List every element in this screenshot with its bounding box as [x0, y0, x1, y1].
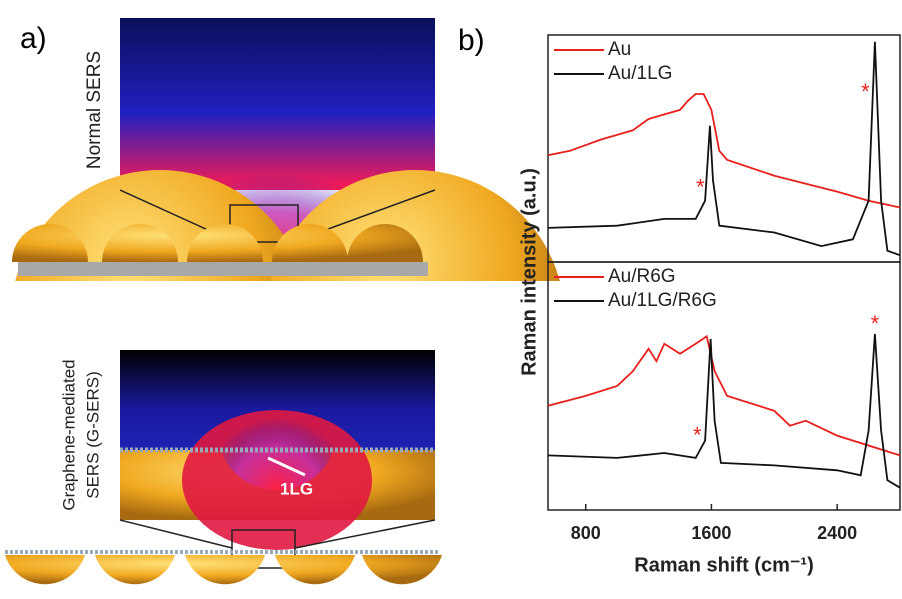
particles-row: [5, 555, 442, 585]
annotation: *: [861, 79, 870, 104]
annotation: *: [693, 422, 702, 447]
caption: SERS (G-SERS): [83, 371, 102, 499]
legend-label: Au/1LG: [608, 63, 672, 84]
graphene-label: 1LG: [280, 479, 313, 498]
x-tick-label: 2400: [817, 523, 857, 543]
hotspot: [217, 370, 337, 490]
caption: Graphene-mediated: [59, 359, 78, 510]
zoom-box: [231, 529, 296, 569]
legend-label: Au: [608, 39, 631, 60]
arrow: [267, 456, 306, 477]
x-tick-label: 800: [571, 523, 601, 543]
annotation: *: [696, 174, 705, 199]
panel-label: b): [458, 24, 485, 57]
plot-frame: [547, 261, 901, 511]
x-axis-label: Raman shift (cm⁻¹): [634, 554, 813, 576]
substrate: [18, 262, 428, 276]
legend-label: Au/R6G: [608, 266, 676, 287]
panel-label: a): [20, 22, 47, 55]
plot-frame: [547, 34, 901, 263]
spectrum-line: [547, 41, 901, 257]
spectrum-line: [547, 93, 901, 209]
zoom-line: [119, 519, 436, 549]
x-tick-label: 1600: [691, 523, 731, 543]
panel-b: Au Au/1LG * * Raman intensity (a.u.) Au/R6G Au…: [518, 34, 901, 576]
spectrum-line: [547, 333, 901, 489]
caption: Normal SERS: [84, 51, 105, 169]
spectrum-line: [547, 334, 901, 457]
zoom-box: [229, 204, 299, 243]
legend-label: Au/1LG/R6G: [608, 290, 717, 311]
panel-a: a) Normal SERS 1LG Graphene-mediated SER…: [5, 18, 565, 585]
particles-row: [12, 224, 423, 262]
annotation: *: [871, 311, 880, 336]
y-axis-label: Raman intensity (a.u.): [518, 168, 540, 376]
